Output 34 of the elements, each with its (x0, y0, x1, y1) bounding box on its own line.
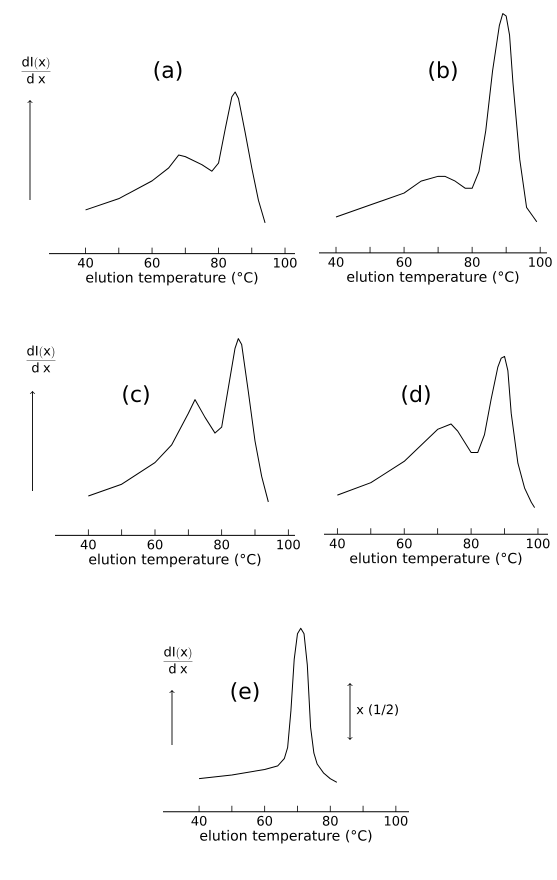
text: (d) (402, 385, 430, 405)
x-tick-label: 40 (330, 538, 345, 548)
x-tick-label: 60 (258, 816, 272, 826)
x-tick-label: 80 (464, 538, 479, 548)
x-tick-label: 40 (78, 258, 94, 268)
x-tick-label: 40 (192, 816, 207, 826)
x-axis-title: elution temperature (°C) (89, 554, 261, 568)
x-tick-label: 100 (385, 816, 408, 826)
x-axis-title: elution temperature (°C) (347, 271, 519, 285)
y-axis-title: $\frac{\mathrm{dI(x)}}{\mathrm{d\;x}}$ (164, 646, 193, 674)
x-tick-label: 40 (328, 257, 344, 267)
text: (b) (430, 61, 457, 81)
x-tick-label: 60 (144, 258, 160, 268)
x-axis-title: elution temperature (°C) (200, 830, 372, 844)
text: (c) (123, 385, 149, 405)
x-tick-label: 80 (211, 258, 226, 268)
x-tick-label: 80 (214, 540, 230, 550)
x-tick-label: 80 (323, 816, 338, 826)
x-tick-label: 100 (527, 538, 550, 548)
chart-title: (a) (154, 61, 182, 81)
x-tick-label: 100 (278, 540, 300, 550)
x-tick-label: 80 (464, 257, 480, 267)
x-tick-label: 60 (397, 538, 412, 548)
x-axis-title: elution temperature (°C) (86, 272, 258, 286)
y-axis-title: $\frac{\mathrm{dI(x)}}{\mathrm{d\;x}}$ (22, 56, 51, 84)
x-axis-title: elution temperature (°C) (350, 552, 522, 566)
x-tick-label: 100 (529, 257, 552, 267)
x-tick-label: 100 (274, 258, 297, 268)
x-tick-label: 60 (396, 257, 412, 267)
x-tick-label: 40 (80, 540, 96, 550)
text: (e) (232, 682, 259, 702)
y-axis-title: $\frac{\mathrm{dI(x)}}{\mathrm{d\;x}}$ (26, 346, 56, 372)
x-tick-label: 60 (148, 540, 163, 550)
annotation: x (1/2) (356, 704, 398, 716)
